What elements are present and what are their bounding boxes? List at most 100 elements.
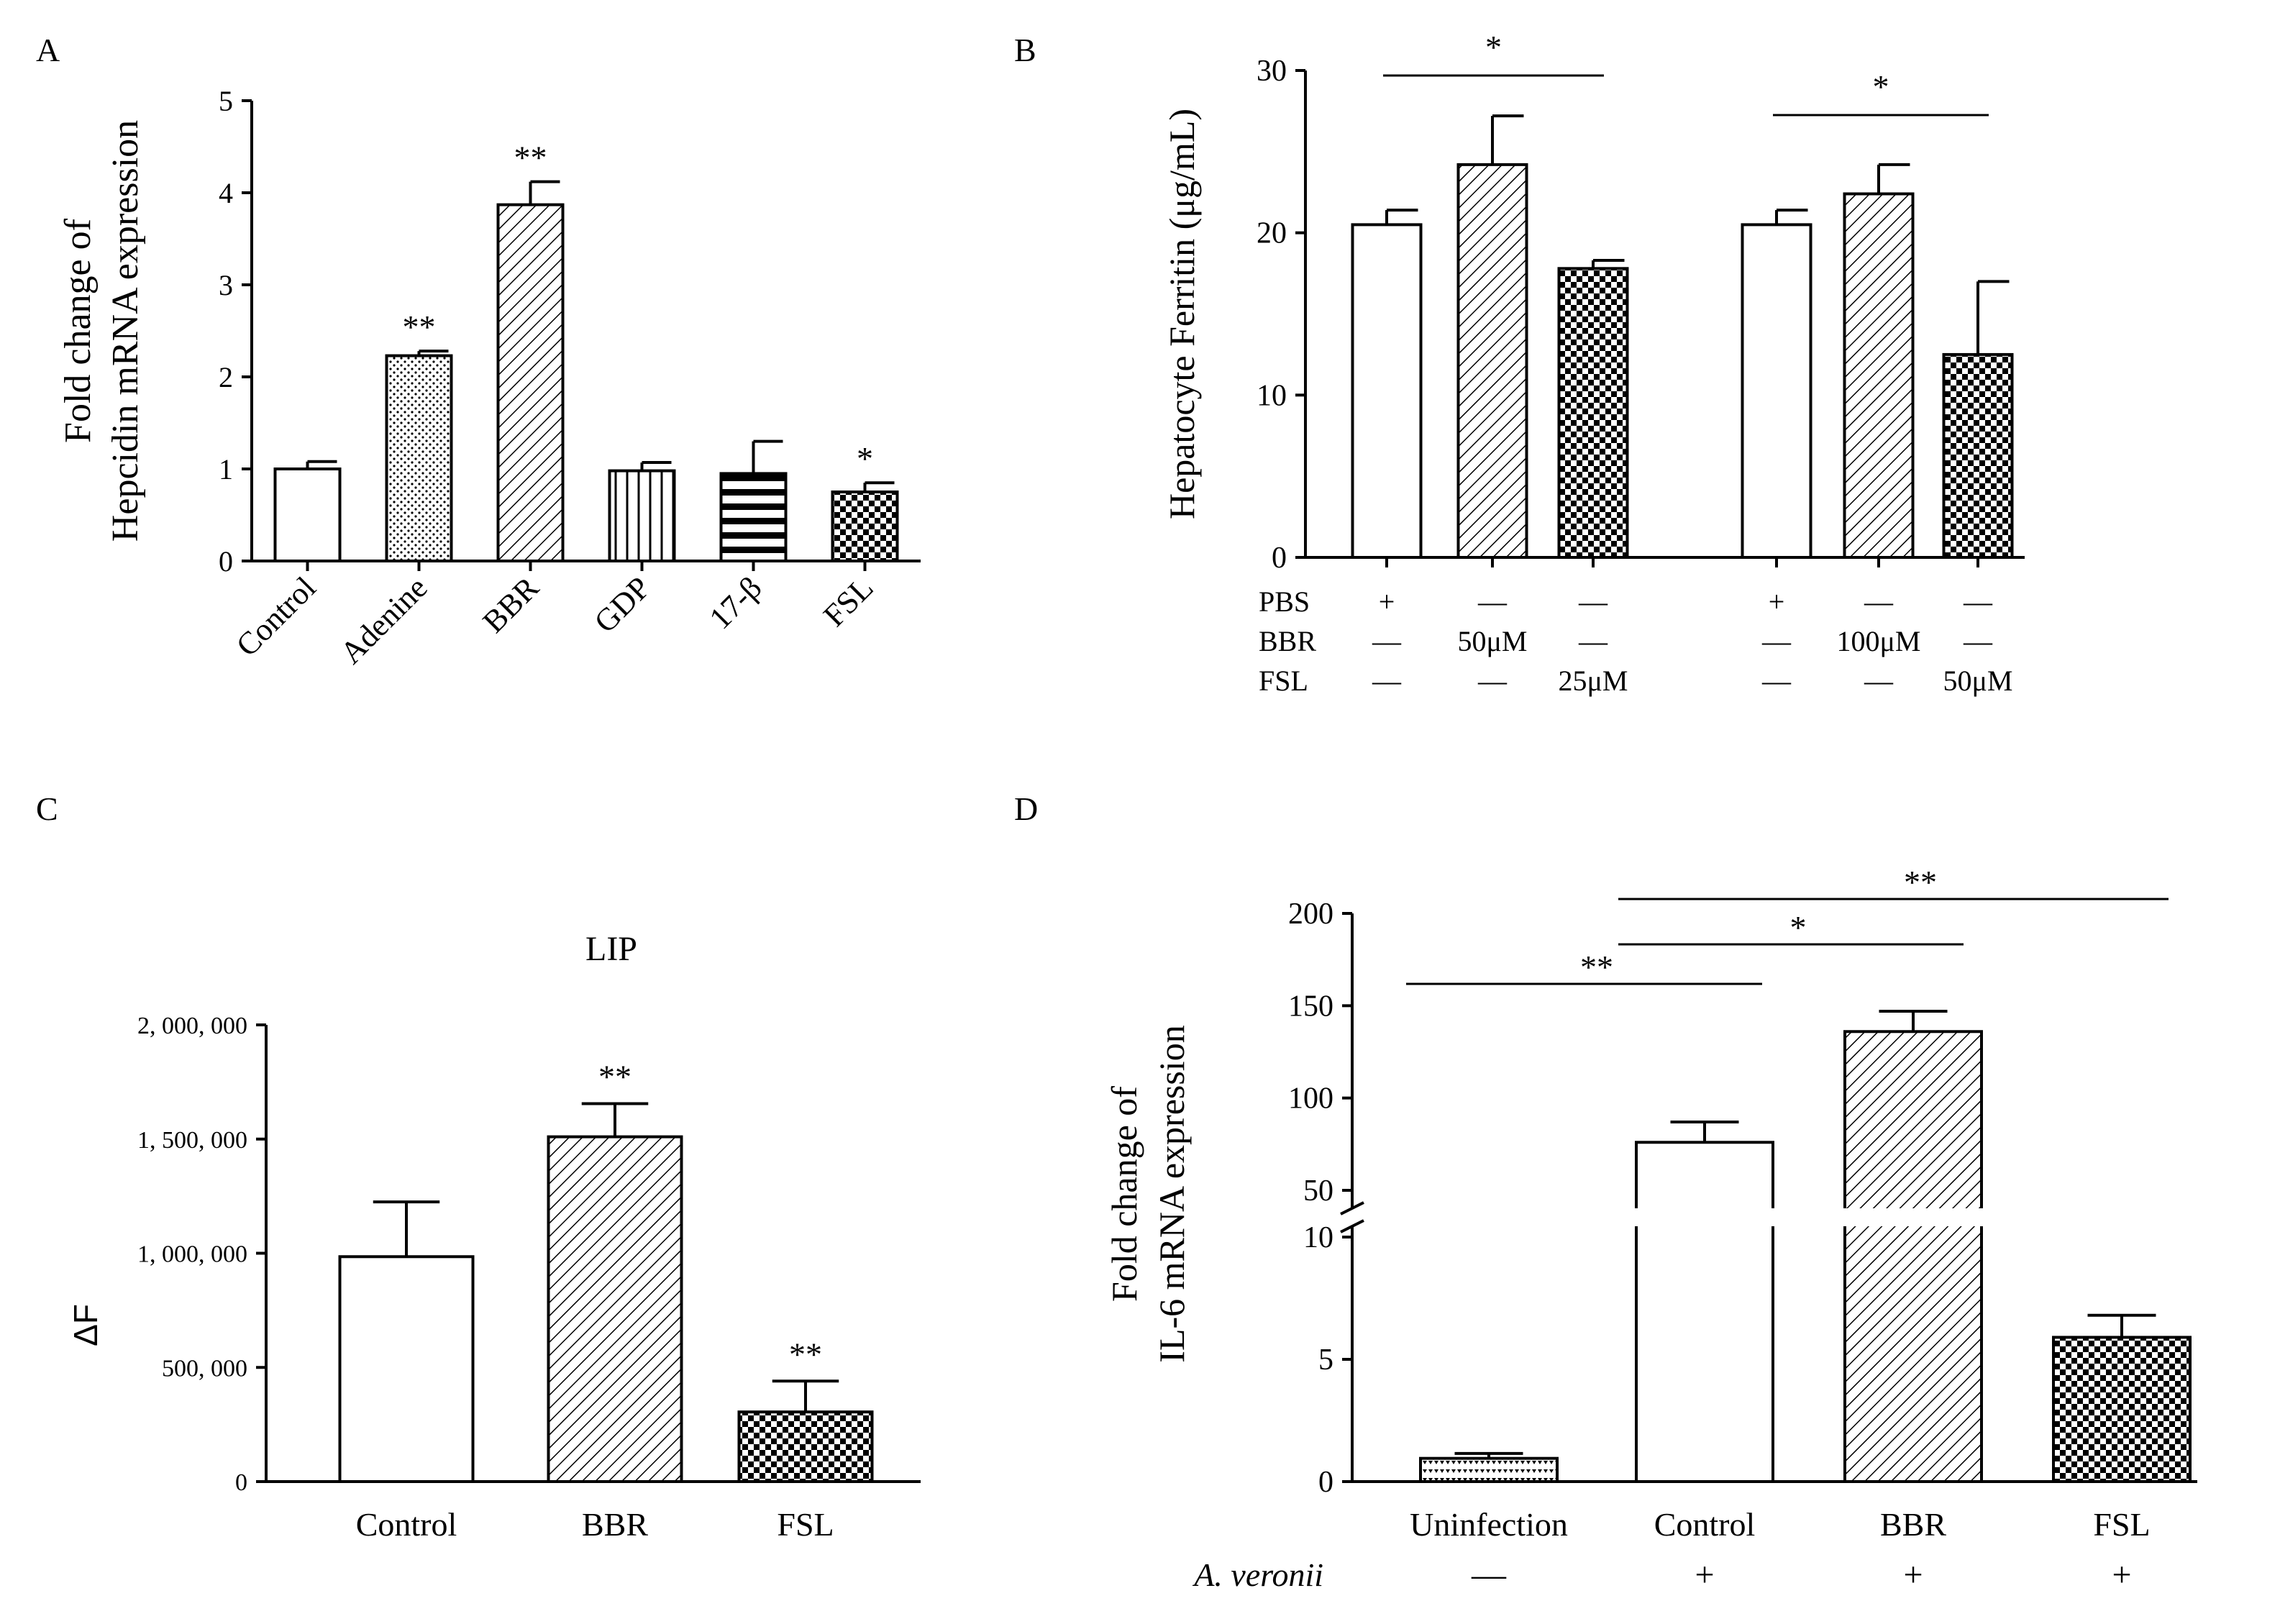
panel-d-y-tick-label: 10 — [1303, 1221, 1333, 1254]
panel-d-bar-bbr — [1843, 1030, 1983, 1484]
panel-a-x-tick-label: GDP — [588, 570, 657, 639]
panel-a-x-tick-label: 17-β — [703, 570, 769, 636]
panel-c-significance-label: ** — [789, 1336, 822, 1372]
panel-d-x-tick-label: FSL — [2093, 1506, 2150, 1543]
panel-b-chart: 0 10 20 30 Hepatocyte Ferritin (μg/mL) * * PBS +… — [1162, 29, 2025, 697]
panel-c-x-tick-label: BBR — [582, 1506, 648, 1543]
panel-c-bar-fsl — [737, 1410, 874, 1483]
panel-a-y-axis-title: Fold change of — [58, 218, 99, 443]
panel-b-condition-cell: 100μM — [1836, 625, 1920, 657]
panel-c-y-tick-label: 1, 500, 000 — [137, 1127, 247, 1154]
panel-b-condition-label: PBS — [1259, 585, 1310, 618]
panel-d-significance-label: ** — [1580, 949, 1613, 985]
panel-d-x-tick-label: BBR — [1880, 1506, 1946, 1543]
panel-a-bar-gdp — [608, 469, 676, 562]
panel-b-condition-label: FSL — [1259, 665, 1308, 697]
panel-c-bar-control — [338, 1255, 475, 1483]
panel-a-significance-label: ** — [514, 140, 547, 176]
panel-c-chart: LIP 0 500, 000 1, 000, 000 1, 500, 000 2, 000… — [67, 930, 921, 1543]
panel-d-condition-cell: — — [1471, 1556, 1507, 1594]
panel-b-condition-cell: 25μM — [1558, 665, 1628, 697]
panel-a-x-tick-label: Control — [229, 570, 323, 663]
panel-a-significance-label: * — [857, 440, 873, 477]
panel-b-condition-cell: — — [1963, 625, 1993, 657]
panel-d-y-tick-label: 150 — [1288, 990, 1333, 1023]
panel-c-x-tick-label: Control — [356, 1506, 457, 1543]
panel-c-y-axis-title: ΔF — [67, 1304, 104, 1346]
panel-b-condition-cell: — — [1864, 665, 1894, 697]
panel-letter-c: C — [36, 790, 58, 827]
panel-d-y-tick-label: 0 — [1318, 1466, 1333, 1499]
panel-d-condition-cell: + — [1903, 1556, 1923, 1594]
panel-a-bar-17 — [719, 472, 788, 563]
panel-b-bar — [1741, 223, 1812, 559]
panel-d-axis-break-mark — [1340, 1201, 1364, 1215]
panel-b-condition-cell: — — [1477, 665, 1508, 697]
panel-c-y-tick-label: 2, 000, 000 — [137, 1013, 247, 1039]
panel-a-bar-control — [273, 467, 342, 562]
panel-d-condition-cell: + — [2112, 1556, 2131, 1594]
panel-a-significance-label: ** — [403, 309, 436, 345]
panel-d-x-tick-label: Control — [1654, 1506, 1756, 1543]
panel-b-bar — [1942, 352, 2014, 559]
panel-b-y-tick-label: 20 — [1257, 217, 1287, 250]
panel-d-y-tick-label: 200 — [1288, 898, 1333, 931]
panel-d-significance-label: * — [1790, 909, 1807, 946]
panel-b-condition-cell: — — [1477, 585, 1508, 618]
panel-b-y-tick-label: 0 — [1272, 542, 1287, 575]
panel-d-chart: 0 5 10 50 100 150 200 Fold change of IL-6 mRNA e… — [1104, 864, 2197, 1594]
panel-d-y-tick-label: 50 — [1303, 1174, 1333, 1208]
panel-letter-a: A — [36, 32, 60, 68]
panel-b-condition-cell: — — [1963, 585, 1993, 618]
panel-d-y-axis-title: IL-6 mRNA expression — [1152, 1025, 1192, 1362]
panel-a-bar-adenine — [385, 354, 453, 562]
panel-d-bar-control — [1635, 1141, 1774, 1484]
panel-b-condition-cell: — — [1578, 625, 1608, 657]
panel-d-condition-label: A. veronii — [1192, 1556, 1323, 1593]
panel-b-significance-label: * — [1485, 29, 1502, 65]
panel-a-y-tick-label: 5 — [219, 85, 233, 117]
panel-letter-d: D — [1014, 790, 1038, 827]
panel-b-condition-cell: 50μM — [1457, 625, 1527, 657]
panel-d-y-tick-label: 5 — [1318, 1344, 1333, 1377]
panel-b-significance-label: * — [1873, 68, 1889, 105]
panel-d-bar-break-gap — [1842, 1208, 1984, 1226]
panel-c-y-tick-label: 0 — [235, 1469, 247, 1496]
panel-b-condition-cell: + — [1769, 585, 1785, 618]
panel-c-chart-title: LIP — [585, 930, 637, 968]
panel-a-bar-bbr — [496, 203, 565, 562]
panel-b-y-tick-label: 30 — [1257, 55, 1287, 88]
panel-b-y-axis-title: Hepatocyte Ferritin (μg/mL) — [1162, 109, 1202, 519]
panel-b-condition-cell: — — [1372, 625, 1402, 657]
panel-a-y-tick-label: 0 — [219, 545, 233, 578]
panel-a-y-tick-label: 1 — [219, 453, 233, 485]
panel-d-x-tick-label: Uninfection — [1410, 1506, 1568, 1543]
panel-a-bar-fsl — [831, 491, 899, 562]
panel-a-x-tick-label: FSL — [816, 570, 880, 633]
panel-d-bar-uninfection — [1419, 1456, 1559, 1483]
panel-b-bar — [1351, 223, 1423, 559]
panel-a-chart: 0 1 2 3 4 5 Fold change of Hepcidin mRNA expres… — [58, 85, 921, 670]
panel-b-condition-cell: — — [1372, 665, 1402, 697]
panel-d-axis-break-mark — [1340, 1219, 1364, 1233]
panel-b-bar — [1557, 267, 1629, 559]
panel-b-condition-cell: + — [1379, 585, 1395, 618]
panel-b-condition-cell: — — [1864, 585, 1894, 618]
panel-letter-b: B — [1014, 32, 1036, 68]
panel-d-bar-break-gap — [1633, 1208, 1776, 1226]
panel-c-bar-bbr — [547, 1135, 683, 1483]
panel-d-y-tick-label: 100 — [1288, 1082, 1333, 1116]
panel-d-significance-label: ** — [1904, 864, 1937, 900]
panel-d-y-axis-title: Fold change of — [1104, 1086, 1144, 1302]
panel-a-x-tick-label: BBR — [476, 570, 546, 639]
panel-a-y-tick-label: 4 — [219, 177, 233, 209]
panel-b-condition-cell: — — [1761, 625, 1792, 657]
panel-b-condition-cell: 50μM — [1943, 665, 2012, 697]
panel-b-condition-cell: — — [1761, 665, 1792, 697]
panel-b-bar — [1843, 192, 1915, 559]
panel-b-condition-cell: — — [1578, 585, 1608, 618]
panel-a-y-tick-label: 2 — [219, 361, 233, 393]
panel-c-significance-label: ** — [598, 1059, 631, 1095]
panel-c-y-tick-label: 500, 000 — [162, 1355, 247, 1382]
